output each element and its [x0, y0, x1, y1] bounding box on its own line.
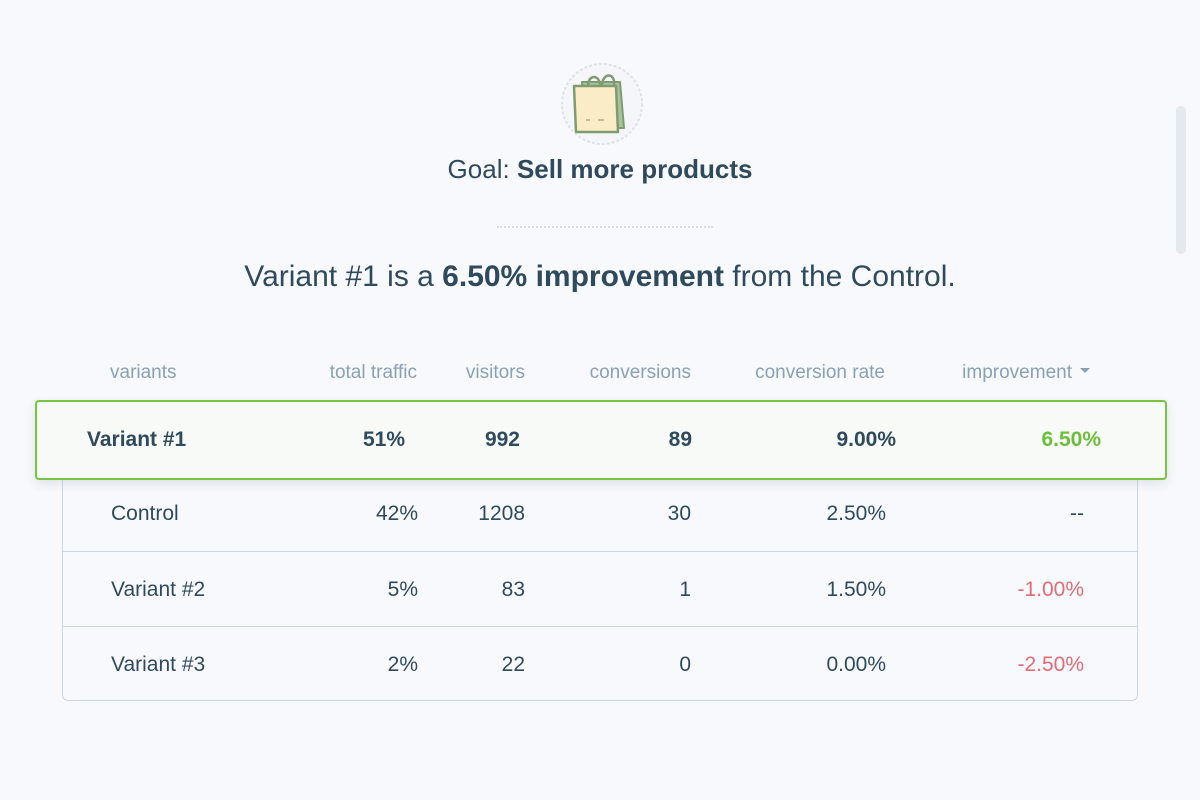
scrollbar[interactable]	[1176, 106, 1186, 254]
header-total-traffic: total traffic	[329, 362, 417, 383]
goal-value: Sell more products	[516, 154, 753, 184]
winner-variant-name: Variant #1	[87, 428, 187, 451]
winner-row[interactable]: Variant #1 51% 992 89 9.00% 6.50%	[35, 400, 1167, 480]
variant-name: Variant #3	[111, 653, 206, 676]
goal-label: Goal:	[447, 154, 510, 184]
table-row[interactable]: Variant #3 2% 22 0 0.00% -2.50%	[63, 626, 1137, 701]
winner-total-traffic: 51%	[362, 428, 405, 451]
result-summary: Variant #1 is a 6.50% improvement from t…	[0, 260, 1200, 294]
summary-highlight: 6.50% improvement	[442, 260, 724, 293]
table-header: variants total traffic visitors conversi…	[0, 362, 1200, 390]
winner-conversion-rate: 9.00%	[836, 428, 896, 451]
visitors-value: 1208	[478, 502, 525, 525]
visitors-value: 83	[501, 578, 525, 601]
shopping-bag-icon	[561, 63, 643, 145]
header-improvement-label: improvement	[962, 362, 1072, 383]
conversion-rate-value: 2.50%	[826, 502, 886, 525]
header-conversions: conversions	[589, 362, 691, 383]
header-improvement-sort[interactable]: improvement	[962, 362, 1090, 384]
improvement-value: -2.50%	[1017, 653, 1084, 676]
improvement-value: --	[1070, 502, 1084, 525]
variant-name: Control	[111, 502, 179, 525]
table-row[interactable]: Variant #2 5% 83 1 1.50% -1.00%	[63, 551, 1137, 626]
total-traffic-value: 5%	[387, 578, 418, 601]
conversion-rate-value: 0.00%	[826, 653, 886, 676]
winner-conversions: 89	[668, 428, 692, 451]
total-traffic-value: 2%	[387, 653, 418, 676]
conversion-rate-value: 1.50%	[826, 578, 886, 601]
variant-name: Variant #2	[111, 578, 206, 601]
goal-heading: Goal: Sell more products	[0, 154, 1200, 185]
table-row[interactable]: Control 42% 1208 30 2.50% --	[63, 476, 1137, 550]
total-traffic-value: 42%	[375, 502, 418, 525]
winner-visitors: 992	[484, 428, 520, 451]
divider	[497, 226, 713, 228]
header-visitors: visitors	[465, 362, 525, 383]
caret-down-icon	[1080, 368, 1090, 374]
variants-table: Control 42% 1208 30 2.50% -- Variant #2 …	[62, 476, 1138, 701]
scrollbar-thumb[interactable]	[1176, 106, 1186, 254]
conversions-value: 0	[679, 653, 691, 676]
improvement-value: -1.00%	[1017, 578, 1084, 601]
summary-text-after: from the Control.	[723, 260, 956, 293]
summary-text-before: Variant #1 is a	[244, 260, 443, 293]
header-variants: variants	[110, 362, 177, 383]
conversions-value: 30	[667, 502, 691, 525]
header-conversion-rate: conversion rate	[755, 362, 885, 383]
winner-improvement: 6.50%	[1041, 428, 1101, 451]
conversions-value: 1	[679, 578, 691, 601]
visitors-value: 22	[501, 653, 525, 676]
